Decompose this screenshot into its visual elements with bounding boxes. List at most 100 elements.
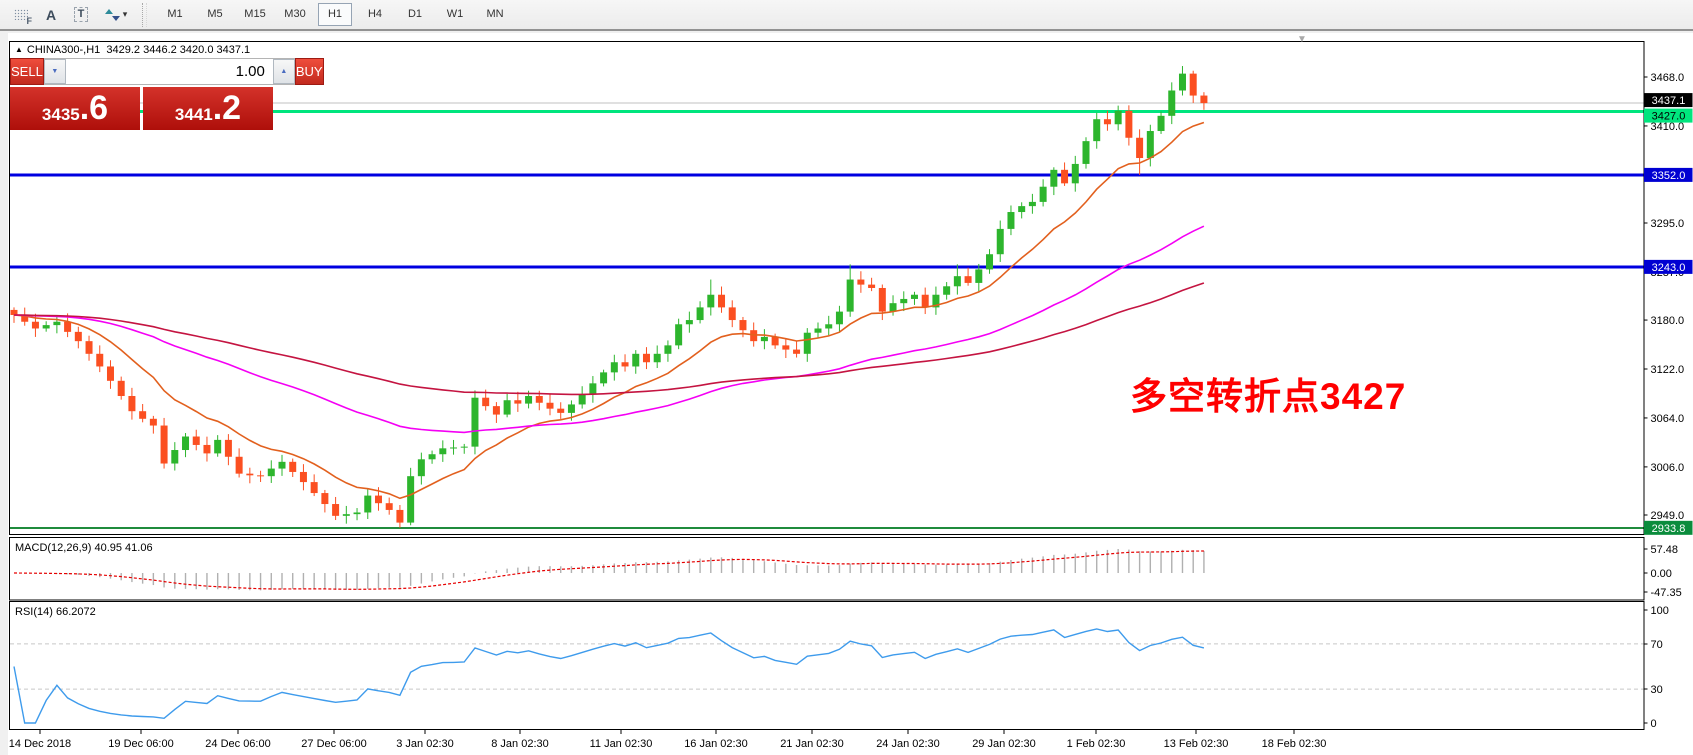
buy-button[interactable]: BUY — [294, 58, 324, 85]
f-glyph: F — [26, 15, 33, 26]
ma-mid — [13, 225, 1205, 434]
price-tick-label: 3468.0 — [1651, 72, 1685, 84]
time-tick-label: 8 Jan 02:30 — [491, 738, 549, 750]
price-badge — [1644, 167, 1693, 182]
price-badges: 3437.1 3427.0 3352.0 3243.0 2933.8 — [1644, 93, 1693, 535]
tab-timeframe-d1[interactable]: D1 — [407, 8, 423, 20]
time-tick-label: 3 Jan 02:30 — [396, 738, 454, 750]
toolbar: F A T ▾ M1 M5 M15 M30 H1 H4 D1 W1 MN — [0, 0, 1693, 31]
ma-slow — [13, 282, 1205, 396]
text-box-tool-icon[interactable]: T — [66, 3, 96, 27]
time-tick-label: 18 Feb 02:30 — [1262, 738, 1327, 750]
macd-plot-frame — [9, 537, 1645, 601]
sell-price-display[interactable]: 3435 .6 — [10, 86, 140, 130]
tab-timeframe-w1[interactable]: W1 — [446, 8, 464, 20]
dots-grid-glyph — [14, 9, 28, 20]
macd-tick-label: 0.00 — [1651, 568, 1672, 580]
price-tick-label: 3122.0 — [1651, 364, 1685, 376]
macd-indicator-label: MACD(12,26,9) 40.95 41.06 — [15, 542, 153, 554]
price-badge — [1644, 520, 1693, 535]
macd-tick-label: 57.48 — [1651, 544, 1679, 556]
price-tick-label: 2949.0 — [1651, 510, 1685, 522]
trade-prices-row: 3435 .6 3441 .2 — [10, 86, 273, 130]
arrow-objects-tool-icon[interactable]: ▾ — [96, 3, 136, 27]
expert-grid-icon[interactable]: F — [6, 3, 36, 27]
main-plot-frame — [9, 41, 1645, 535]
price-tick-label: 3180.0 — [1651, 315, 1685, 327]
tab-timeframe-mn[interactable]: MN — [486, 8, 504, 20]
price-badge — [1644, 259, 1693, 274]
time-tick-label: 19 Dec 06:00 — [108, 738, 173, 750]
tab-timeframe-h1[interactable]: H1 — [318, 3, 352, 26]
price-badge — [1644, 93, 1693, 108]
chart-text-annotation[interactable]: 多空转折点3427 — [1130, 376, 1407, 417]
one-click-trading-panel: SELL ▼ ▲ BUY 3435 .6 3441 .2 — [10, 58, 324, 130]
volume-spinner: ▼ ▲ — [43, 58, 295, 85]
tab-timeframe-h4[interactable]: H4 — [367, 8, 383, 20]
price-badge-label: 3427.0 — [1652, 111, 1686, 123]
time-tick-label: 27 Dec 06:00 — [301, 738, 366, 750]
price-scale[interactable]: 3468.03410.03352.03295.03237.03180.03122… — [1643, 72, 1685, 730]
price-badge-label: 3437.1 — [1652, 95, 1686, 107]
dropdown-caret-icon: ▾ — [122, 9, 128, 19]
horizontal-level-lines — [10, 102, 1644, 529]
time-tick-label: 1 Feb 02:30 — [1067, 738, 1126, 750]
text-label-tool-icon[interactable]: A — [45, 6, 57, 23]
sell-price-main: 3435 — [41, 104, 80, 124]
candlestick-series — [10, 66, 1208, 528]
ohlc-quotes: 3429.2 3446.2 3420.0 3437.1 — [106, 44, 251, 56]
time-tick-label: 24 Dec 06:00 — [205, 738, 270, 750]
macd-tick-label: -47.35 — [1651, 587, 1682, 599]
price-tick-label: 3295.0 — [1651, 218, 1685, 230]
price-badge-label: 3243.0 — [1652, 262, 1686, 274]
tab-timeframe-m30[interactable]: M30 — [284, 8, 306, 20]
price-badge-label: 3352.0 — [1652, 170, 1686, 182]
trade-controls-row: SELL ▼ ▲ BUY — [10, 58, 324, 85]
toolbar-separator — [142, 2, 147, 27]
tab-timeframe-m15[interactable]: M15 — [244, 8, 266, 20]
sell-price-pips: .6 — [79, 89, 109, 127]
buy-price-pips: .2 — [212, 89, 242, 127]
ma-fast — [13, 121, 1205, 500]
symbol-name: CHINA300-,H1 — [26, 44, 101, 56]
tab-timeframe-m1[interactable]: M1 — [167, 8, 183, 20]
price-tick-label: 3064.0 — [1651, 413, 1685, 425]
rsi-tick-label: 100 — [1651, 605, 1669, 617]
time-tick-label: 21 Jan 02:30 — [780, 738, 844, 750]
chart-shift-marker-icon[interactable]: ▼ — [1297, 34, 1307, 45]
symbol-header: ▲ CHINA300-,H1 3429.2 3446.2 3420.0 3437.… — [15, 44, 250, 56]
rsi-indicator-label: RSI(14) 66.2072 — [15, 606, 96, 618]
timeframe-button-group: M1 M5 M15 M30 H1 H4 D1 W1 MN — [155, 3, 515, 26]
time-tick-label: 11 Jan 02:30 — [590, 738, 653, 750]
rsi-tick-label: 0 — [1651, 718, 1657, 730]
price-tick-label: 3006.0 — [1651, 462, 1685, 474]
macd-histogram — [24, 549, 1205, 591]
volume-increase-button[interactable]: ▲ — [272, 59, 295, 84]
time-tick-label: 24 Jan 02:30 — [876, 738, 940, 750]
buy-price-display[interactable]: 3441 .2 — [143, 86, 273, 130]
rsi-tick-label: 70 — [1651, 639, 1663, 651]
sell-button[interactable]: SELL — [10, 58, 44, 85]
price-tick-label: 3410.0 — [1651, 121, 1685, 133]
rsi-tick-label: 30 — [1651, 684, 1663, 696]
arrows-glyph — [104, 8, 120, 21]
time-scale[interactable]: 14 Dec 2018 19 Dec 06:00 24 Dec 06:00 27 De… — [9, 729, 1327, 751]
rsi-plot-frame — [9, 601, 1645, 730]
price-badge-label: 2933.8 — [1652, 523, 1686, 535]
volume-decrease-button[interactable]: ▼ — [43, 59, 66, 84]
macd-signal-line — [13, 550, 1204, 590]
time-tick-label: 13 Feb 02:30 — [1164, 738, 1229, 750]
volume-input[interactable] — [65, 59, 273, 84]
buy-price-main: 3441 — [174, 104, 213, 124]
tab-timeframe-m5[interactable]: M5 — [207, 8, 223, 20]
time-tick-label: 14 Dec 2018 — [9, 738, 71, 750]
collapse-panel-icon[interactable]: ▲ — [15, 45, 23, 54]
time-tick-label: 29 Jan 02:30 — [972, 738, 1036, 750]
price-badge — [1644, 108, 1693, 123]
time-tick-label: 16 Jan 02:30 — [684, 738, 748, 750]
rsi-line — [13, 628, 1205, 724]
moving-average-lines — [13, 121, 1205, 500]
rsi-panel-graphics — [10, 628, 1644, 724]
